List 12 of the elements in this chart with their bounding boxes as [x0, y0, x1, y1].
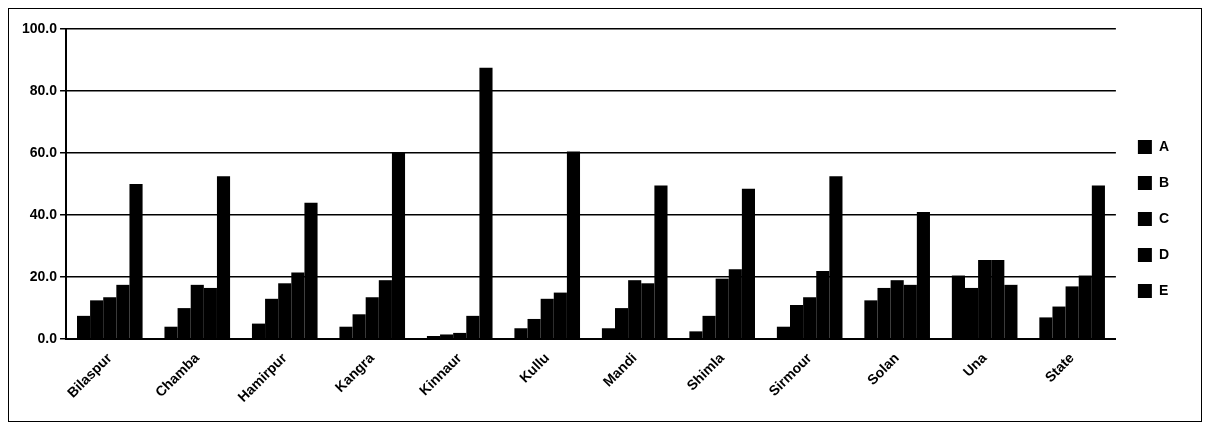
- legend-label: B: [1158, 173, 1170, 190]
- y-tick-label: 0.0: [37, 329, 58, 346]
- legend-label: C: [1158, 209, 1170, 226]
- legend-label: D: [1158, 245, 1170, 262]
- y-tick-label: 40.0: [29, 205, 58, 222]
- y-tick-label: 20.0: [29, 267, 58, 284]
- x-tick-label: Una: [959, 349, 990, 380]
- legend-label: E: [1158, 281, 1169, 298]
- y-tick-label: 80.0: [29, 81, 58, 98]
- y-tick-label: 60.0: [29, 143, 58, 160]
- y-tick-label: 100.0: [21, 19, 58, 36]
- legend-label: A: [1158, 137, 1170, 154]
